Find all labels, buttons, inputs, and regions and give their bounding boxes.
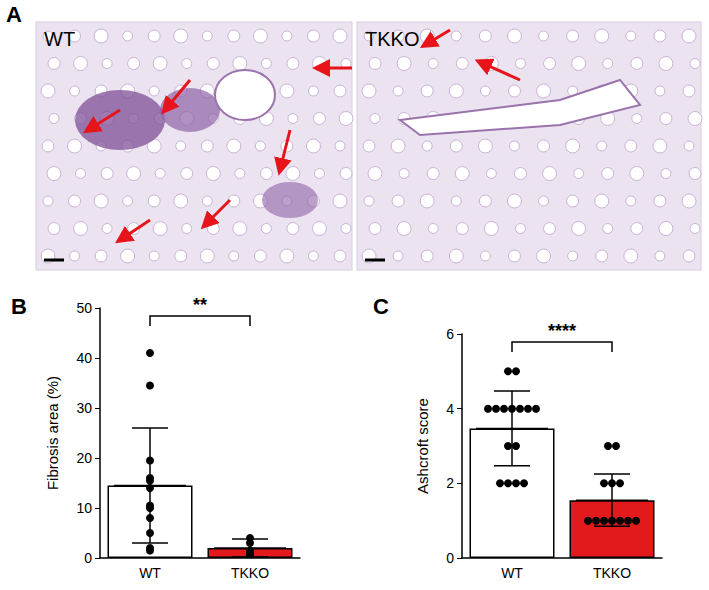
svg-text:6: 6 bbox=[446, 326, 454, 342]
svg-text:**: ** bbox=[193, 295, 207, 315]
svg-text:WT: WT bbox=[44, 28, 75, 50]
svg-text:B: B bbox=[11, 294, 27, 319]
svg-text:TKKO: TKKO bbox=[231, 565, 269, 581]
svg-text:50: 50 bbox=[76, 300, 92, 316]
svg-text:10: 10 bbox=[76, 500, 92, 516]
svg-text:Ashcroft score: Ashcroft score bbox=[414, 398, 431, 494]
svg-text:WT: WT bbox=[139, 565, 161, 581]
svg-text:2: 2 bbox=[446, 475, 454, 491]
svg-text:TKKO: TKKO bbox=[365, 28, 419, 50]
svg-text:WT: WT bbox=[501, 565, 523, 581]
svg-text:Fibrosis area (%): Fibrosis area (%) bbox=[44, 376, 61, 490]
svg-text:TKKO: TKKO bbox=[593, 565, 631, 581]
svg-text:40: 40 bbox=[76, 350, 92, 366]
svg-text:0: 0 bbox=[446, 550, 454, 566]
svg-text:A: A bbox=[6, 2, 22, 27]
svg-text:30: 30 bbox=[76, 400, 92, 416]
svg-text:4: 4 bbox=[446, 401, 454, 417]
svg-text:C: C bbox=[373, 294, 389, 319]
svg-text:20: 20 bbox=[76, 450, 92, 466]
svg-text:****: **** bbox=[548, 321, 576, 341]
svg-text:0: 0 bbox=[84, 550, 92, 566]
